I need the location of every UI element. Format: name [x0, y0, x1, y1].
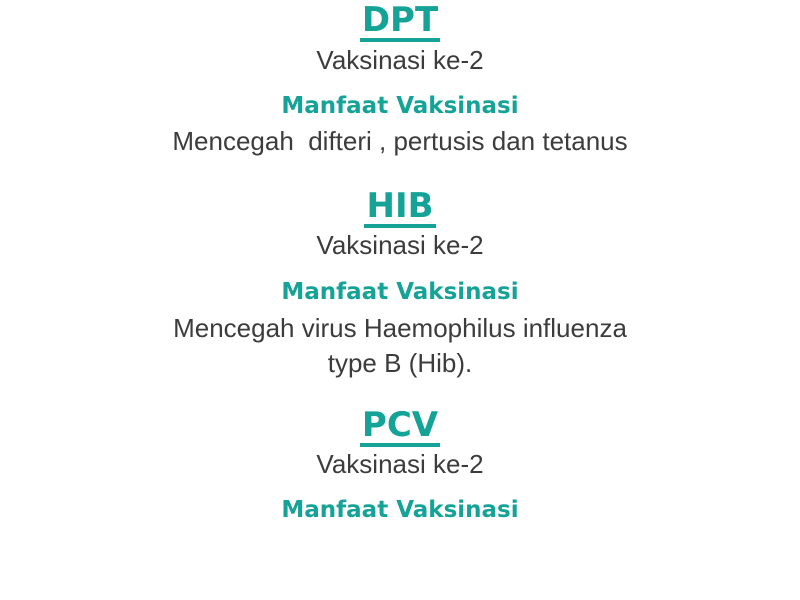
hib-benefit-line-1: Mencegah virus Haemophilus influenza [173, 313, 627, 343]
hib-dose-label: Vaksinasi ke-2 [316, 230, 484, 260]
hib-benefit-label: Manfaat Vaksinasi [281, 279, 519, 305]
pcv-heading-text: PCV [359, 405, 441, 447]
pcv-heading: PCV [0, 405, 800, 447]
pcv-benefit-label: Manfaat Vaksinasi [281, 497, 519, 523]
dpt-heading-text: DPT [359, 0, 441, 42]
hib-benefit-line-2: type B (Hib). [327, 348, 473, 378]
dpt-benefit-line-1: Mencegah difteri , pertusis dan tetanus [172, 126, 628, 156]
pcv-dose-label: Vaksinasi ke-2 [316, 449, 484, 479]
dpt-heading: DPT [0, 0, 800, 42]
hib-heading: HIB [0, 186, 800, 228]
dpt-benefit-label: Manfaat Vaksinasi [281, 93, 519, 119]
dpt-dose-label: Vaksinasi ke-2 [316, 45, 484, 75]
hib-heading-text: HIB [364, 186, 436, 228]
